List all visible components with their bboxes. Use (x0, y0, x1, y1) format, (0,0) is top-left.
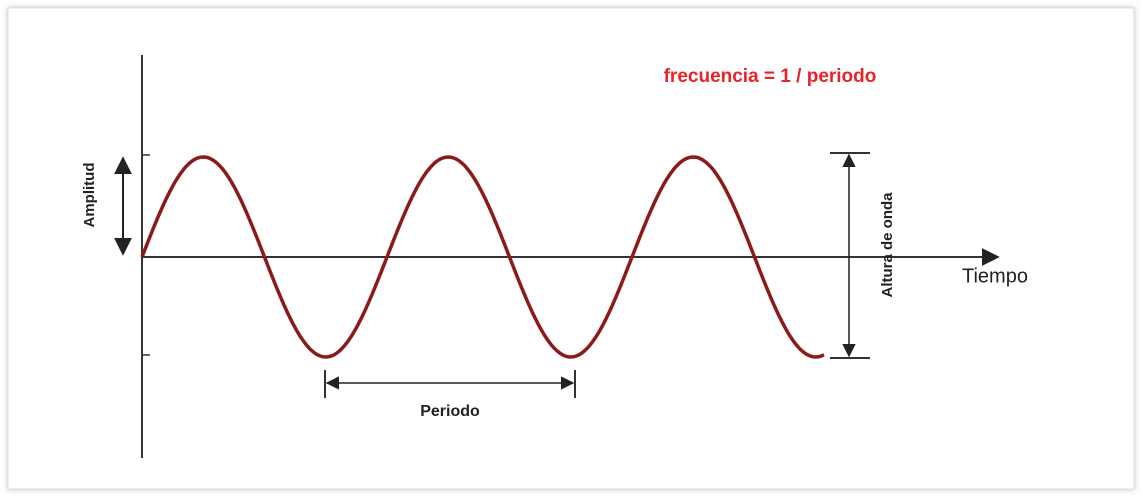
period-label: Periodo (420, 403, 480, 420)
time-label: Tiempo (962, 265, 1028, 287)
frame (7, 7, 1135, 490)
sine-wave (140, 155, 825, 359)
formula: frecuencia = 1 / periodo (664, 66, 877, 87)
amplitude-label: Amplitud (81, 163, 98, 228)
height-label: Altura de onda (879, 192, 896, 298)
